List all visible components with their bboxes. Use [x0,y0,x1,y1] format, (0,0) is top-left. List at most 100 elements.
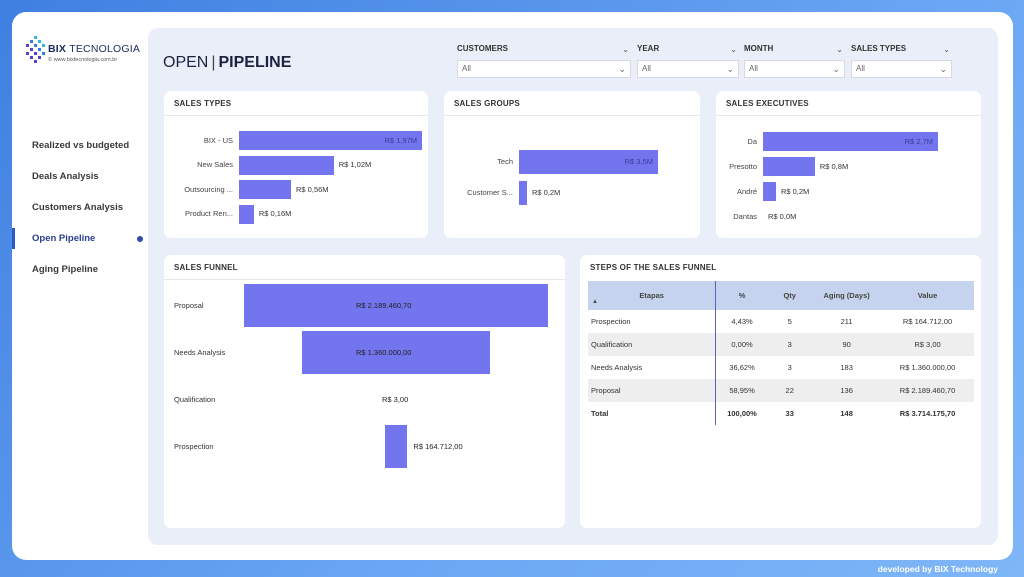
funnel-stage-label: Prospection [174,441,214,451]
table-cell: 148 [840,409,853,418]
table-cell: 4,43% [731,317,753,326]
table-cell: R$ 3.714.175,70 [899,409,956,418]
filter-sales-types: SALES TYPES ⌄ All ⌄ [851,44,952,78]
sales-executives-card: SALES EXECUTIVES Da R$ 2,7M Presotto R$ 0,8… [716,91,981,238]
table-cell: 3 [787,363,792,372]
table-cell: 100,00% [727,409,757,418]
sidebar-item-realized-vs-budgeted[interactable]: Realized vs budgeted [12,130,148,161]
sidebar-item-open-pipeline[interactable]: Open Pipeline [12,223,148,254]
card-title: SALES TYPES [174,99,232,108]
sales-funnel-card: SALES FUNNEL Proposal R$ 2.189.460,70 Need… [164,255,565,528]
bar-category-label: Product Ren... [185,209,233,218]
bar-value-label: R$ 0,2M [780,186,810,196]
card-title: SALES GROUPS [454,99,520,108]
page-title: OPEN | PIPELINE [163,54,291,72]
funnel-bar[interactable] [301,331,491,374]
sidebar-item-label: Customers Analysis [32,202,123,213]
column-header-label: Value [917,291,938,300]
bar-value-label: R$ 0,56M [296,184,329,194]
table-cell: 36,62% [729,363,755,372]
page-title-bold: PIPELINE [218,54,292,71]
table-cell: 136 [811,379,882,402]
dropdown-value: All [749,64,758,73]
sales-groups-card: SALES GROUPS Tech R$ 3,5M Customer S... R$ … [444,91,700,238]
sidebar: BIX TECNOLOGIA © www.bixtecnologia.com.b… [12,12,148,560]
table-cell: Qualification [588,333,717,356]
funnel-bar[interactable] [244,284,548,327]
table-cell: 0,00% [715,333,768,356]
customers-dropdown[interactable]: All ⌄ [457,60,631,78]
column-header-percent[interactable]: % [715,281,768,310]
bar-category-label: BIX - US [203,135,233,145]
table-cell: Prospection [588,310,717,333]
bar[interactable] [239,155,334,175]
card-title: STEPS OF THE SALES FUNNEL [590,263,717,272]
filter-label: YEAR [637,44,660,53]
chevron-down-icon: ⌄ [618,64,626,74]
filter-year: YEAR ⌄ All ⌄ [637,44,739,78]
filter-label: SALES TYPES [851,44,907,53]
table-header-row: ▲ Etapas % Qty Aging (Days) Value [588,281,974,310]
month-dropdown[interactable]: All ⌄ [744,60,845,78]
bar[interactable] [519,181,527,205]
bar-value-label: R$ 0,2M [531,188,561,197]
bar-value-label: R$ 0,8M [819,161,849,171]
sidebar-nav: Realized vs budgeted Deals Analysis Cust… [12,130,148,285]
bar[interactable] [763,157,815,176]
sidebar-item-customers-analysis[interactable]: Customers Analysis [12,192,148,223]
bar-category-label: André [736,186,757,196]
column-header-aging[interactable]: Aging (Days) [811,281,882,310]
sales-types-card: SALES TYPES BIX - US R$ 1,97M New Sales R$ … [164,91,428,238]
page-title-separator: | [211,54,216,71]
sidebar-item-label: Aging Pipeline [32,264,98,275]
sidebar-item-deals-analysis[interactable]: Deals Analysis [12,161,148,192]
card-divider [444,115,700,116]
bar[interactable] [239,204,254,224]
steps-table-card: STEPS OF THE SALES FUNNEL ▲ Etapas % Qty… [580,255,981,528]
chevron-down-icon[interactable]: ⌄ [943,45,950,54]
card-title: SALES EXECUTIVES [726,99,809,108]
sales-types-dropdown[interactable]: All ⌄ [851,60,952,78]
year-dropdown[interactable]: All ⌄ [637,60,739,78]
dropdown-value: All [642,64,651,73]
brand-name-bold: BIX [48,43,67,55]
funnel-bar[interactable] [384,425,408,468]
sidebar-item-aging-pipeline[interactable]: Aging Pipeline [12,254,148,285]
funnel-value-label: R$ 2.189.460,70 [356,300,412,310]
table-cell: R$ 2.189.460,70 [881,379,974,402]
table-cell: 3 [767,333,812,356]
table-cell: R$ 164.712,00 [902,317,953,326]
main-panel: OPEN | PIPELINE CUSTOMERS ⌄ All ⌄ YEAR ⌄ A… [148,28,998,545]
table-cell: 211 [840,317,853,326]
chevron-down-icon[interactable]: ⌄ [622,45,629,54]
bar[interactable] [763,132,938,151]
funnel-stage-label: Qualification [174,394,216,404]
bar[interactable] [239,131,422,150]
chevron-down-icon[interactable]: ⌄ [836,45,843,54]
bar[interactable] [519,150,658,174]
bar-category-label: Presotto [729,161,757,171]
bar-category-label: New Sales [197,160,233,169]
table-row: Prospection 4,43% 5 211 R$ 164.712,00 [588,310,974,333]
table-cell: R$ 1.360.000,00 [899,363,956,372]
card-divider [716,115,981,116]
funnel-value-label: R$ 3,00 [382,394,409,404]
app-frame: BIX TECNOLOGIA © www.bixtecnologia.com.b… [12,12,1013,560]
column-header-value[interactable]: Value [881,281,974,310]
bar[interactable] [763,182,776,201]
column-header-etapas[interactable]: ▲ Etapas [588,281,717,310]
bar-value-label: R$ 0,16M [258,209,292,218]
column-header-qty[interactable]: Qty [767,281,812,310]
sort-ascending-icon[interactable]: ▲ [592,299,598,305]
chevron-down-icon[interactable]: ⌄ [730,45,737,54]
table-cell: 33 [785,409,794,418]
steps-table: ▲ Etapas % Qty Aging (Days) Value Prospe… [588,281,974,425]
chevron-down-icon: ⌄ [726,64,734,74]
funnel-stage-label: Needs Analysis [174,347,226,357]
filter-month: MONTH ⌄ All ⌄ [744,44,845,78]
sidebar-item-label: Open Pipeline [32,233,96,244]
bar[interactable] [239,180,292,199]
brand-url: © www.bixtecnologia.com.br [48,57,118,63]
bar-value-label: R$ 1,02M [338,160,372,169]
card-divider [164,279,565,280]
